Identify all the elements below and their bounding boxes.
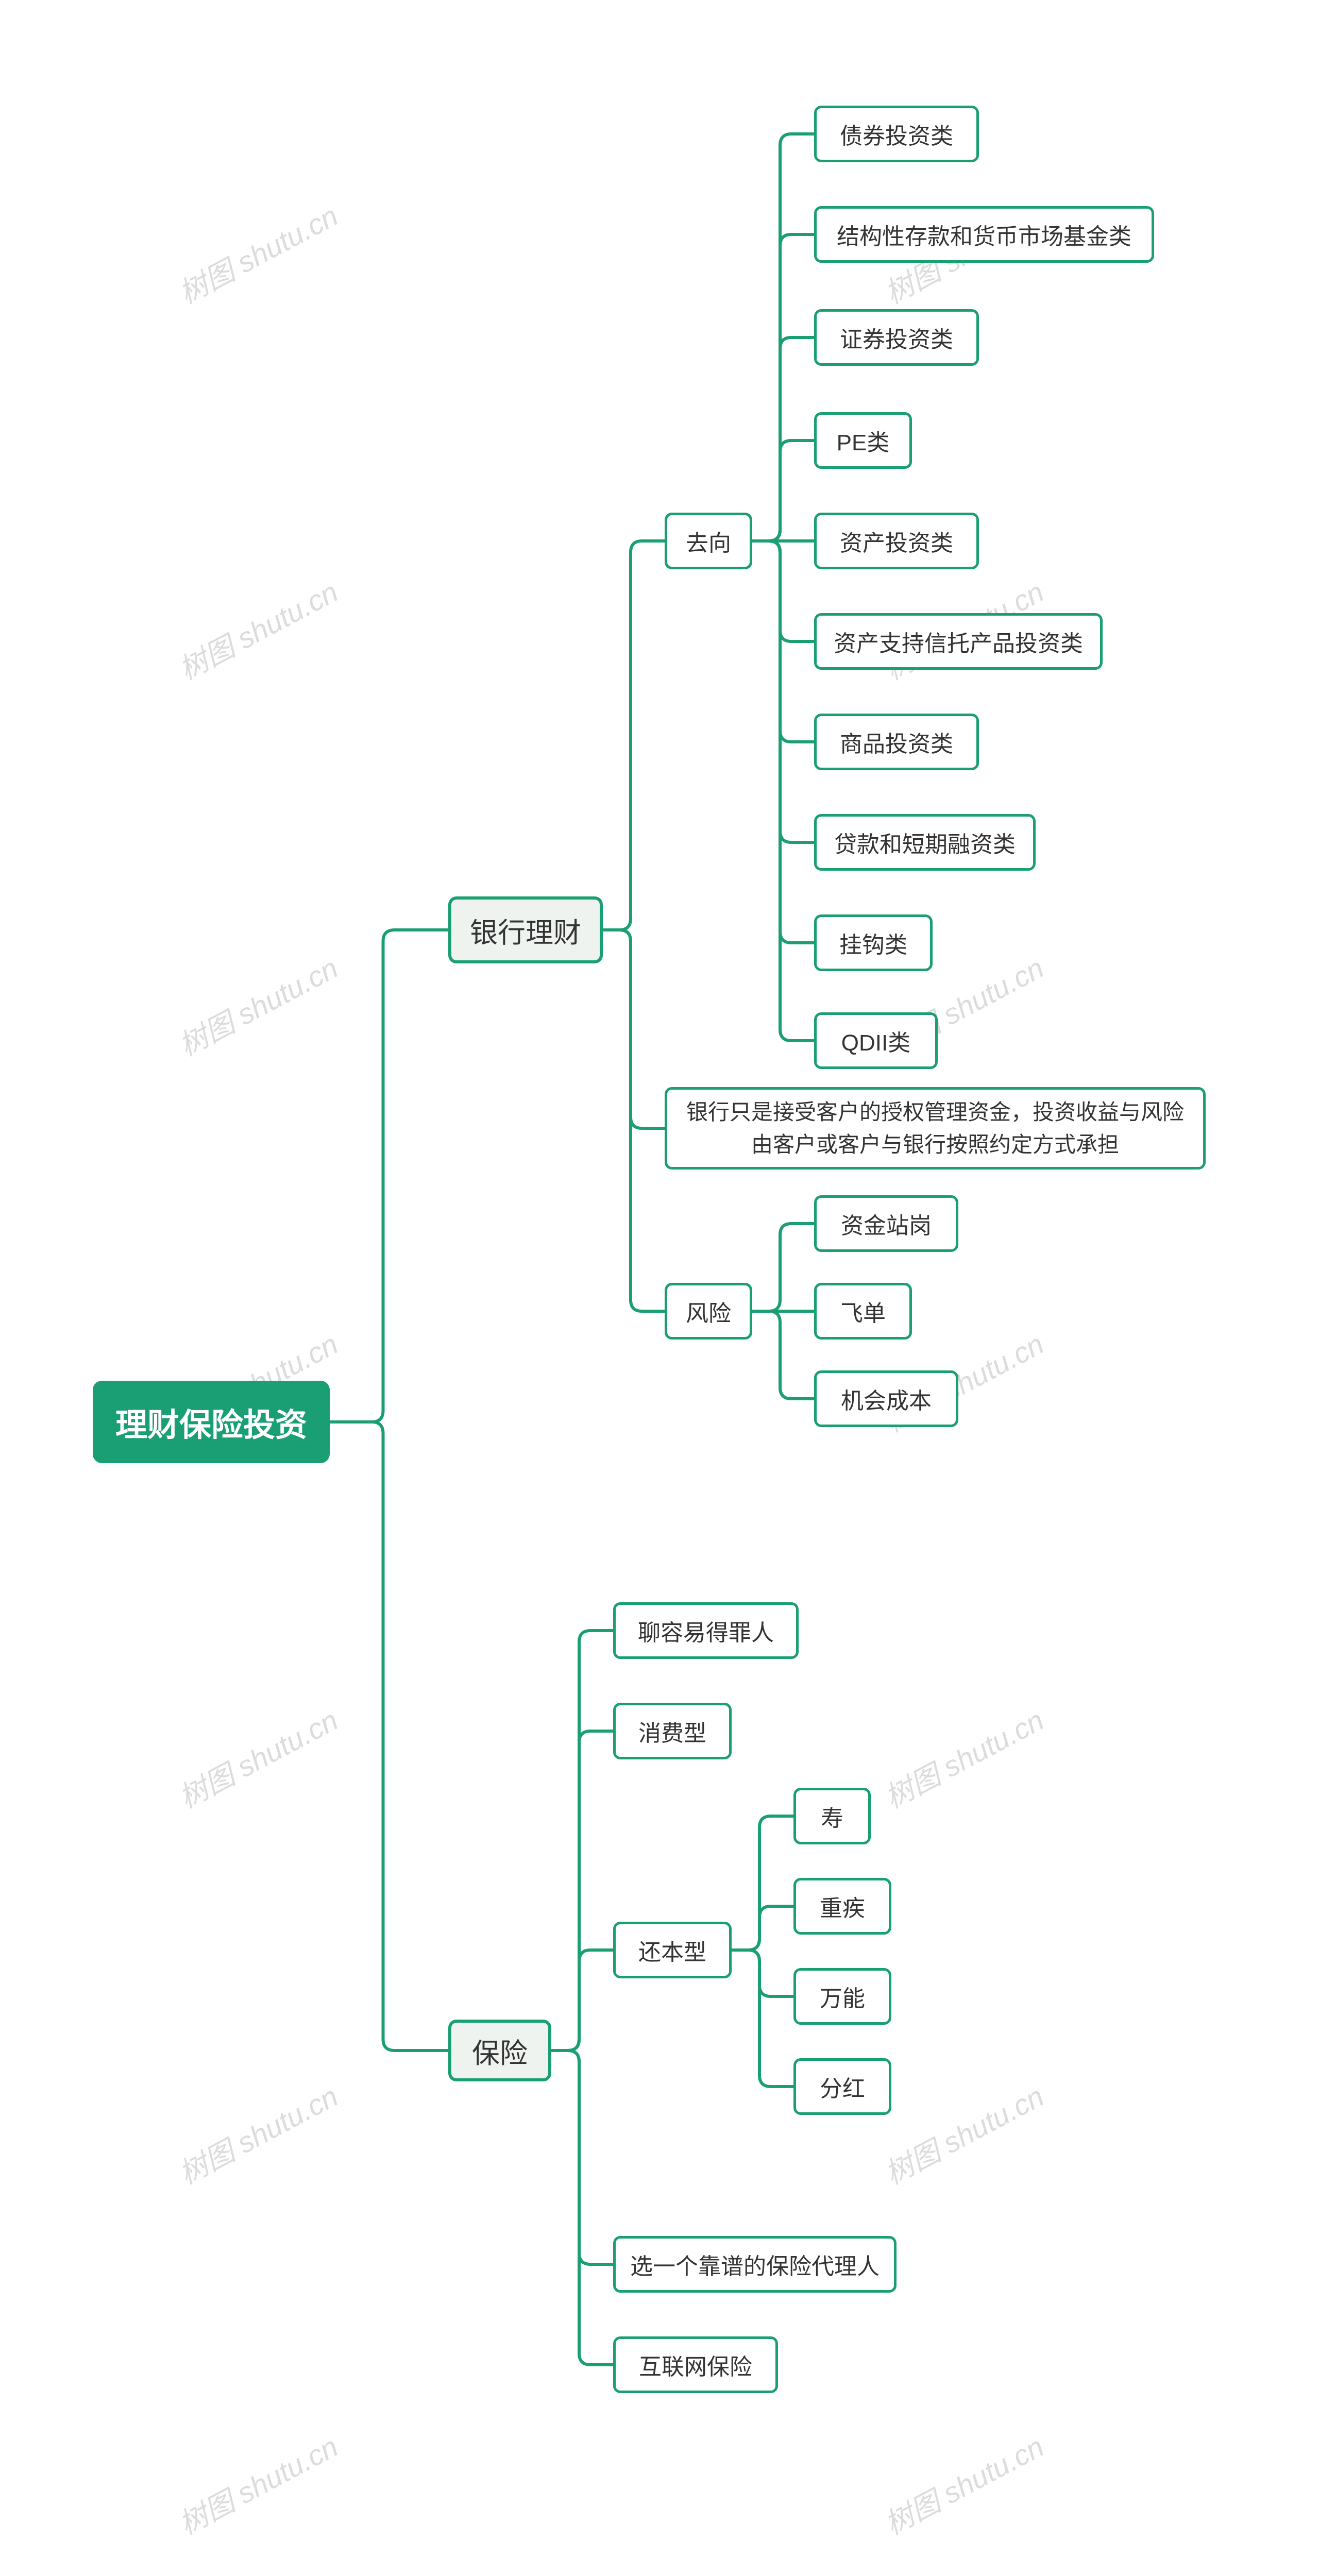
sub-node: 聊容易得罪人 [613,1602,799,1659]
connector [732,1950,793,1996]
branch-node: 银行理财 [448,896,603,963]
sub-node: 银行只是接受客户的授权管理资金，投资收益与风险由客户或客户与银行按照约定方式承担 [665,1087,1206,1170]
connector [603,930,665,1311]
connector [732,1950,793,2087]
leaf-node: 挂钩类 [814,914,933,971]
connector [752,541,814,842]
leaf-node: 商品投资类 [814,714,979,770]
branch-node: 保险 [448,2020,551,2081]
leaf-node: 万能 [793,1968,891,2025]
mindmap-canvas: 树图 shutu.cn树图 shutu.cn树图 shutu.cn树图 shut… [0,0,1319,2576]
connector [732,1816,793,1950]
leaf-node: 证券投资类 [814,309,979,366]
leaf-node: 贷款和短期融资类 [814,814,1036,871]
leaf-node: 资金站岗 [814,1195,958,1252]
sub-node: 消费型 [613,1703,732,1759]
connector [752,541,814,641]
leaf-node: 资产支持信托产品投资类 [814,613,1103,670]
connector [752,440,814,541]
connector [752,541,814,1041]
connector [551,1631,613,2050]
sub-node: 选一个靠谱的保险代理人 [613,2236,897,2293]
connector [551,2050,613,2365]
connector [732,1906,793,1950]
connectors-svg [0,0,1319,2576]
connector [752,1224,814,1311]
root-node: 理财保险投资 [93,1381,330,1463]
sub-node: 还本型 [613,1922,732,1978]
leaf-node: 重疾 [793,1878,891,1935]
connector [603,541,665,930]
sub-node: 去向 [665,513,752,569]
leaf-node: QDII类 [814,1012,938,1069]
leaf-node: 结构性存款和货币市场基金类 [814,206,1154,263]
leaf-node: 飞单 [814,1283,912,1340]
leaf-node: 分红 [793,2058,891,2115]
connector [752,1311,814,1399]
leaf-node: 资产投资类 [814,513,979,569]
leaf-node: 债券投资类 [814,106,979,162]
leaf-node: 寿 [793,1788,871,1844]
sub-node: 互联网保险 [613,2336,778,2393]
sub-node: 风险 [665,1283,752,1340]
connector [551,1950,613,2050]
connector [330,930,448,1422]
leaf-node: PE类 [814,412,912,469]
connector [330,1422,448,2050]
leaf-node: 机会成本 [814,1370,958,1427]
connector [603,930,665,1128]
connector [551,1731,613,2050]
connector [551,2050,613,2264]
connector [752,234,814,541]
